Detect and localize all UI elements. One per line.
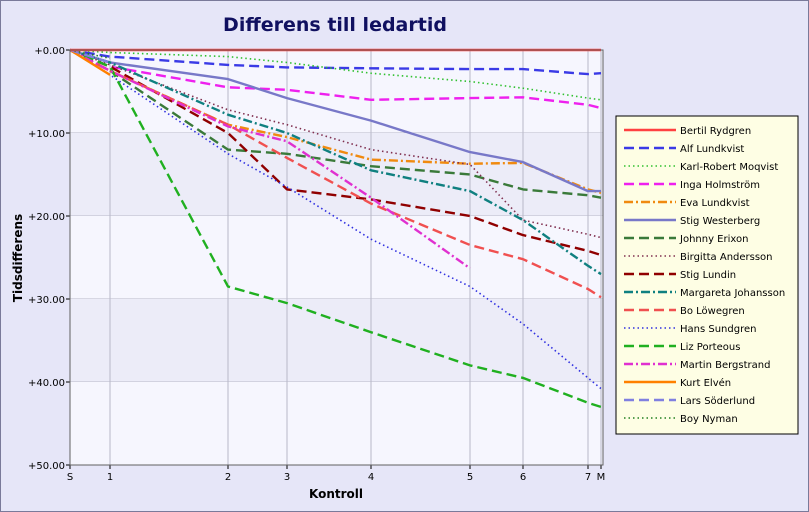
x-tick-label: 6 [520,472,526,483]
series-line [69,48,602,110]
x-tick-label: 4 [368,472,374,483]
legend-entry: Alf Lundkvist [680,144,744,155]
series-line [69,48,601,193]
series-line [69,49,602,101]
x-tick-label: 5 [467,472,473,483]
legend-entry: Johnny Erixon [679,234,748,245]
grid-band [70,216,603,299]
x-tick-label: 1 [107,472,113,483]
legend-entry: Martin Bergstrand [680,360,770,371]
y-tick-label: +30.00 [28,295,65,306]
legend: Bertil Rydgren Alf Lundkvist Karl-Robert M… [615,115,799,435]
x-tick-label: 7 [585,472,591,483]
series-line [69,48,602,257]
legend-entry: Kurt Elvén [680,377,731,389]
x-tick-label: 3 [284,472,290,483]
legend-entry: Hans Sundgren [680,324,756,335]
legend-entry: Margareta Johansson [680,288,785,299]
y-axis-label: Tidsdifferens [11,214,25,302]
series-line [69,49,602,390]
legend-entry: Stig Westerberg [680,216,760,227]
y-tick-label: +0.00 [34,46,65,57]
legend-entry: Karl-Robert Moqvist [680,162,778,173]
legend-entry: Lars Söderlund [680,396,755,407]
series-line [69,48,602,76]
chart-title: Differens till ledartid [223,14,447,36]
series-line [69,48,602,276]
legend-entry: Boy Nyman [680,414,738,425]
y-tick-label: +20.00 [28,212,65,223]
series-line [69,48,602,199]
legend-entry: Stig Lundin [680,270,736,281]
series-line [69,48,111,64]
series-line [69,48,602,299]
x-tick-label: S [67,472,73,483]
y-axis-ticks: +0.00 +10.00 +20.00 +30.00 +40.00 +50.00 [28,46,70,472]
series-line [69,48,602,409]
plot-border [69,49,604,466]
x-tick-label: 2 [225,472,231,483]
y-tick-label: +40.00 [28,378,65,389]
legend-entry: Eva Lundkvist [680,198,750,209]
y-tick-label: +50.00 [28,461,65,472]
legend-entry: Bo Löwegren [680,306,745,317]
series-lines [69,48,602,409]
legend-entry: Inga Holmström [680,180,760,191]
y-tick-label: +10.00 [28,129,65,140]
series-line [69,48,111,76]
legend-entry: Bertil Rydgren [680,126,751,137]
grid-band [70,382,603,465]
legend-entry: Liz Porteous [680,342,740,353]
legend-entry: Birgitta Andersson [680,252,773,263]
series-line [69,48,471,270]
grid-band [70,50,603,133]
grid-band [70,299,603,382]
x-axis-label: Kontroll [309,487,363,501]
x-tick-label: M [597,472,606,483]
